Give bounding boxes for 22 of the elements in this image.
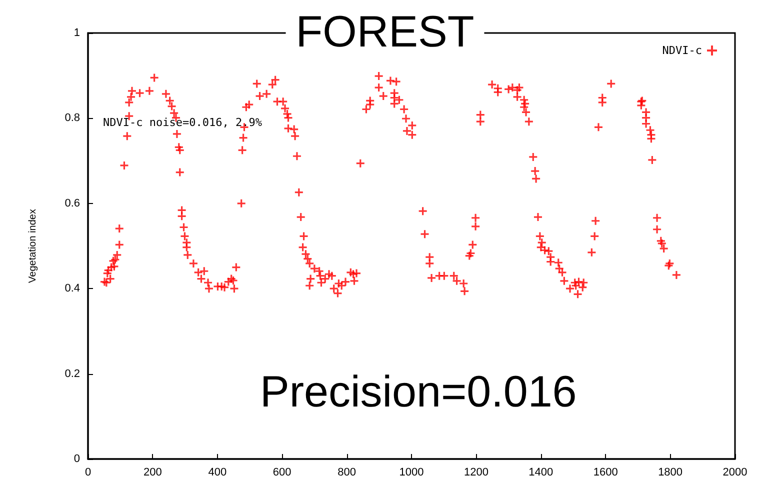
x-tick-label: 800 — [338, 466, 356, 478]
y-tick-label: 0 — [74, 453, 80, 465]
x-tick-label: 1400 — [528, 466, 554, 478]
x-tick-label: 1000 — [399, 466, 424, 478]
x-tick-label: 400 — [208, 466, 227, 478]
annotation: NDVI-c noise=0.016, 2.9% — [103, 116, 262, 129]
x-tick-label: 1200 — [464, 466, 488, 478]
annotation: Precision=0.016 — [260, 368, 577, 416]
x-tick-label: 2000 — [722, 466, 748, 478]
y-tick-label: 0.2 — [64, 368, 80, 380]
y-tick-label: 0.4 — [64, 282, 80, 295]
y-axis-title: Vegetation index — [28, 209, 38, 283]
x-tick-label: 600 — [272, 466, 292, 478]
x-tick-label: 0 — [84, 466, 92, 478]
x-tick-label: 200 — [144, 466, 162, 478]
x-tick-label: 1800 — [658, 466, 683, 478]
legend-label: NDVI-c — [662, 44, 702, 57]
chart-title: FOREST — [296, 8, 474, 56]
y-tick-label: 0.6 — [64, 197, 80, 210]
x-tick-label: 1600 — [593, 466, 618, 478]
y-tick-label: 0.8 — [64, 112, 80, 124]
y-tick-label: 1 — [74, 27, 80, 39]
